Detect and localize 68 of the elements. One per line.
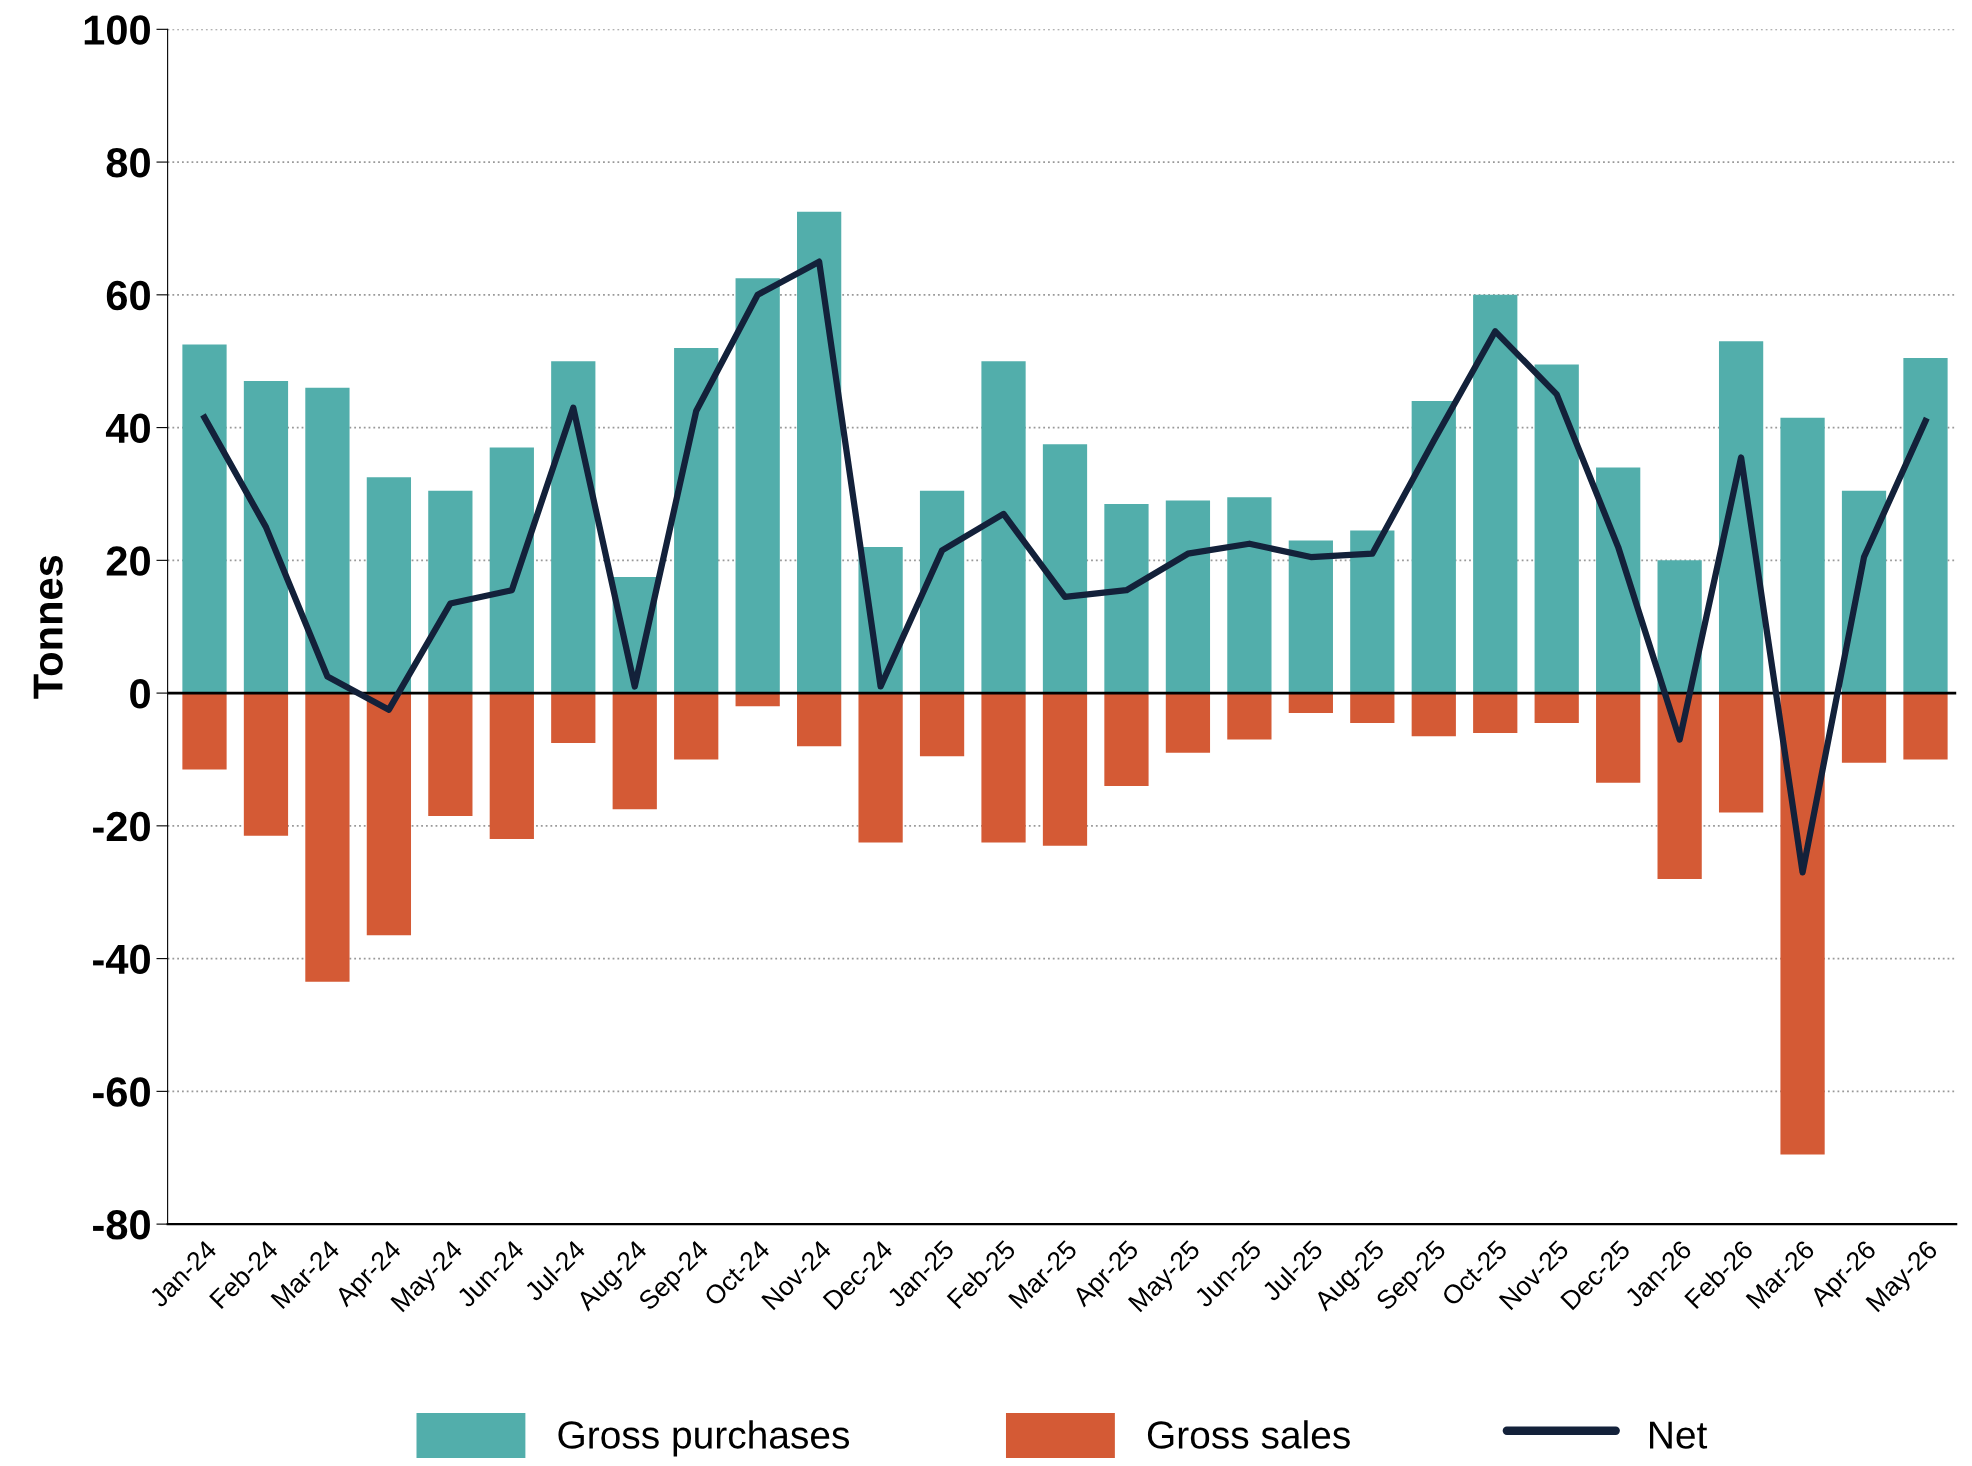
bar: [243, 381, 289, 694]
y-tick-label: -80: [93, 1210, 150, 1240]
y-tick-label: -20: [93, 811, 150, 842]
bar: [1657, 560, 1702, 694]
bar: [1473, 294, 1518, 694]
bar: [1411, 693, 1456, 737]
bar: [1534, 364, 1579, 694]
bar: [1841, 693, 1887, 763]
bar: [1288, 540, 1333, 694]
bar: [1227, 693, 1272, 740]
bar: [1104, 693, 1149, 787]
y-tick-label: 20: [106, 546, 150, 576]
bar: [797, 693, 842, 747]
bar: [366, 477, 412, 694]
bar: [1473, 693, 1518, 733]
bar: [1780, 693, 1825, 1155]
bar: [674, 347, 719, 694]
bar: [305, 693, 350, 982]
bar: [612, 693, 657, 810]
bar: [1780, 417, 1825, 694]
bar: [1165, 693, 1211, 753]
bar: [1288, 693, 1333, 714]
bar: [981, 361, 1026, 694]
legend-label: Gross sales: [1147, 1420, 1350, 1449]
y-tick-label: 40: [105, 413, 150, 444]
bar: [1903, 693, 1948, 760]
bar: [735, 278, 780, 694]
bar: [1596, 467, 1641, 694]
y-tick-label: -60: [93, 1077, 150, 1107]
bar: [858, 693, 903, 843]
bar: [366, 693, 412, 936]
bar: [489, 447, 534, 694]
bar: [1042, 444, 1088, 694]
bar: [305, 387, 350, 694]
bar: [981, 693, 1026, 843]
bar: [1596, 693, 1641, 783]
bar: [1165, 500, 1211, 694]
bar: [1042, 693, 1088, 846]
bar: [1718, 693, 1764, 813]
bar: [1350, 693, 1395, 723]
y-tick-label: 80: [106, 148, 150, 178]
y-axis-title: Tonnes: [33, 555, 63, 699]
bar: [551, 693, 596, 743]
bar: [428, 490, 473, 694]
bar: [243, 693, 289, 836]
legend-label: Gross purchases: [558, 1420, 850, 1457]
bar: [1104, 503, 1149, 694]
bar: [1903, 357, 1948, 694]
bar: [1411, 401, 1456, 694]
bar: [489, 693, 534, 840]
bar: [182, 344, 227, 694]
bar: [674, 693, 719, 760]
bar: [797, 211, 842, 694]
bar: [919, 490, 965, 694]
bar: [1534, 693, 1579, 723]
bar: [428, 693, 473, 816]
bar: [182, 693, 227, 770]
bar: [551, 361, 596, 694]
bar: [919, 693, 965, 757]
y-tick-label: 60: [106, 280, 150, 311]
bar: [1657, 693, 1702, 879]
y-tick-label: 100: [84, 15, 150, 45]
legend-label: Net: [1650, 1421, 1708, 1449]
y-tick-label: -40: [93, 944, 150, 975]
bar: [1227, 497, 1272, 694]
y-tick-label: 0: [130, 679, 150, 709]
bar: [1350, 530, 1395, 694]
bar: [735, 693, 780, 707]
